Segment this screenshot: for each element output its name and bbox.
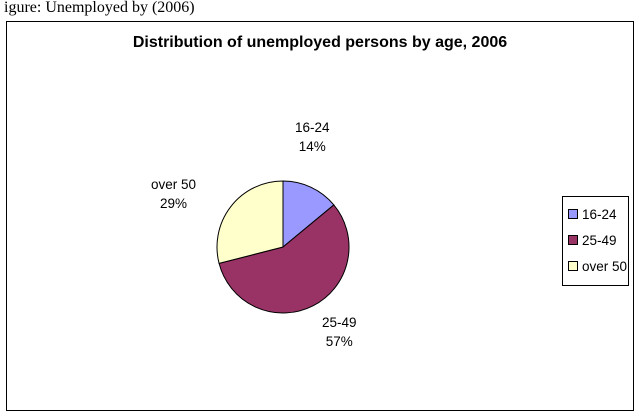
legend-label: over 50 [582,258,628,274]
slice-category-label: over 50 [151,177,197,192]
pie-chart [216,180,350,314]
slice-label-25-49: 25-49 57% [322,313,357,351]
pie-slice-16-24 [282,180,335,249]
legend-item-16-24: 16-24 [568,201,628,227]
slice-value-label: 14% [298,139,326,154]
slice-value-label: 29% [160,196,188,211]
chart-title: Distribution of unemployed persons by ag… [132,34,508,51]
slice-category-label: 16-24 [295,120,330,135]
legend-item-over-50: over 50 [568,253,628,279]
legend-swatch [568,209,578,219]
figure-caption: igure: Unemployed by (2006) [4,0,195,16]
slice-label-16-24: 16-24 14% [295,118,330,156]
slice-category-label: 25-49 [322,315,357,330]
legend-item-25-49: 25-49 [568,227,628,253]
chart-frame: Distribution of unemployed persons by ag… [6,21,634,411]
chart-legend: 16-24 25-49 over 50 [562,196,629,286]
legend-swatch [568,235,578,245]
pie-slice-25-49 [218,204,350,314]
pie-slice-over-50 [216,180,284,265]
slice-label-over-50: over 50 29% [151,175,196,213]
legend-label: 16-24 [582,206,617,222]
slice-value-label: 57% [325,334,353,349]
legend-swatch [568,261,578,271]
legend-label: 25-49 [582,232,617,248]
